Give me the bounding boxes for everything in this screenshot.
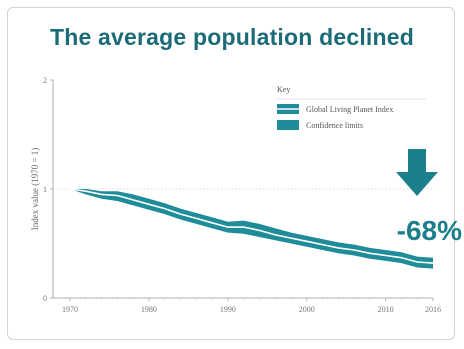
y-tick-label: 1: [43, 185, 47, 194]
chart-card: [7, 7, 455, 340]
x-tick-label: 2000: [299, 305, 315, 314]
x-ticks: 1970 1980 1990 2000 2010 2016: [62, 298, 441, 314]
y-tick-label: 2: [43, 76, 47, 85]
y-tick-label: 0: [43, 294, 47, 303]
legend-item-confidence: Confidence limits: [306, 121, 363, 130]
legend-item-index: Global Living Planet Index: [306, 105, 393, 114]
legend: Key Global Living Planet Index Confidenc…: [276, 85, 426, 130]
y-ticks: 0 1 2: [43, 76, 53, 303]
decline-percentage: -68%: [397, 215, 462, 246]
arrow-down-icon: [396, 149, 438, 196]
legend-title: Key: [277, 85, 290, 94]
x-tick-label: 1990: [220, 305, 236, 314]
index-line: [69, 188, 434, 264]
page-title: The average population declined: [49, 24, 415, 50]
y-axis-label: Index value (1970 = 1): [30, 148, 40, 231]
x-tick-label: 2010: [378, 305, 394, 314]
legend-swatch-index: [277, 104, 299, 114]
x-tick-label: 1970: [62, 305, 78, 314]
x-tick-label: 1980: [141, 305, 157, 314]
legend-swatch-confidence: [277, 120, 299, 130]
x-tick-label: 2016: [425, 305, 441, 314]
